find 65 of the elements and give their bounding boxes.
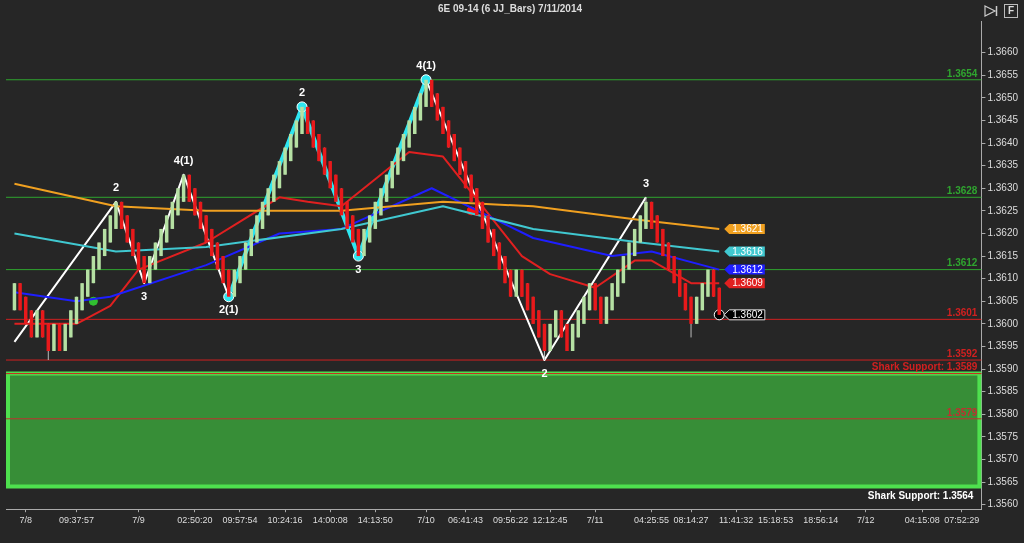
x-tick-label: 18:56:14	[803, 515, 839, 526]
x-tick-label: 14:00:08	[312, 515, 348, 526]
text: F	[1003, 4, 1018, 18]
y-tick-label: 1.3615	[987, 249, 1019, 261]
x-tick-label: 02:50:20	[177, 515, 213, 526]
data-label: 1.3616	[732, 245, 764, 257]
x-tick-label: 10:24:16	[267, 515, 303, 526]
y-tick-label: 1.3610	[987, 272, 1019, 284]
annotation: 4(1)	[173, 154, 194, 167]
annotation: 3	[355, 262, 362, 275]
y-tick-label: 1.3580	[987, 408, 1019, 420]
y-tick-label: 1.3630	[987, 182, 1019, 193]
x-tick-label: 7/9	[132, 515, 145, 526]
x-tick-label: 08:14:27	[673, 515, 709, 526]
chart-title: 6E 09-14 (6 JJ_Bars) 7/11/2014	[438, 2, 583, 14]
x-tick-label: 07:52:29	[944, 515, 980, 526]
y-tick-label: 1.3575	[987, 430, 1019, 442]
y-tick-label: 1.3650	[987, 91, 1019, 103]
x-tick-label: 04:25:55	[634, 515, 670, 526]
data-label: 1.3621	[732, 223, 764, 235]
ref-line-label: 1.3628	[946, 185, 978, 197]
annotation: 2(1)	[218, 303, 239, 316]
x-tick-label: 09:37:57	[58, 515, 94, 526]
y-tick-label: 1.3655	[987, 68, 1019, 80]
annotation: 3	[642, 176, 649, 189]
y-tick-label: 1.3625	[987, 204, 1019, 216]
ref-line-label: 1.3612	[946, 257, 978, 269]
x-tick-label: 09:56:22	[493, 515, 529, 526]
ref-line-label: Shark Support: 1.3589	[871, 361, 978, 373]
ref-line-label: 1.3654	[946, 67, 978, 79]
y-tick-label: 1.3605	[987, 295, 1019, 307]
annotation: 3	[141, 289, 148, 302]
y-tick-label: 1.3635	[987, 159, 1019, 171]
x-tick-label: 04:15:08	[904, 515, 940, 526]
y-tick-label: 1.3560	[987, 498, 1019, 510]
data-label: 1.3612	[732, 263, 764, 275]
x-tick-label: 11:41:32	[718, 515, 754, 526]
annotation: 2	[298, 86, 306, 99]
y-tick-label: 1.3595	[987, 340, 1019, 352]
y-tick-label: 1.3565	[987, 475, 1019, 487]
x-tick-label: 14:13:50	[357, 515, 393, 526]
data-label: 1.3602	[732, 309, 764, 321]
annotation: 2	[112, 181, 120, 194]
y-tick-label: 1.3620	[987, 227, 1019, 239]
x-tick-label: 06:41:43	[447, 515, 484, 526]
y-tick-label: 1.3585	[987, 385, 1019, 397]
x-tick-label: 7/12	[857, 515, 875, 526]
x-tick-label: 15:18:53	[758, 515, 794, 526]
y-tick-label: 1.3600	[987, 317, 1019, 329]
ref-line-label: 1.3579	[946, 406, 978, 418]
y-tick-label: 1.3640	[987, 136, 1019, 148]
y-tick-label: 1.3590	[987, 362, 1019, 374]
y-tick-label: 1.3660	[987, 46, 1019, 58]
x-tick-label: 12:12:45	[532, 515, 568, 526]
annotation: 4(1)	[416, 59, 437, 72]
x-tick-label: 7/11	[586, 515, 604, 526]
x-tick-label: 7/8	[19, 515, 32, 526]
y-tick-label: 1.3570	[987, 453, 1019, 465]
band-label: Shark Support: 1.3564	[867, 490, 974, 502]
x-tick-label: 09:57:54	[222, 515, 258, 526]
y-tick-label: 1.3645	[987, 114, 1019, 126]
ref-line-label: 1.3592	[946, 347, 978, 359]
data-label: 1.3609	[732, 277, 764, 289]
ref-line-label: 1.3601	[946, 307, 978, 319]
x-tick-label: 7/10	[417, 515, 435, 526]
